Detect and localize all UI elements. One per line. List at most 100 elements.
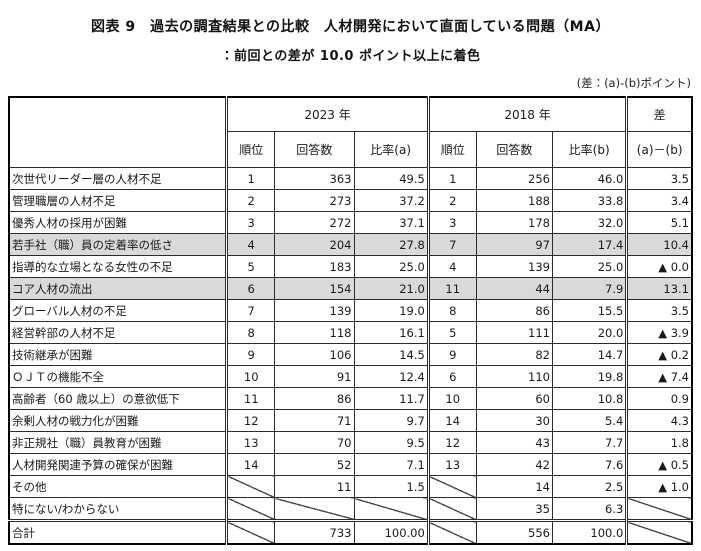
rank-2018-cell: 12: [426, 431, 477, 454]
count-2023-cell: 52: [274, 453, 355, 476]
diff-cell: ▲ 0.0: [625, 255, 693, 278]
count-2023-cell: 272: [274, 211, 355, 234]
count-2018-cell: 86: [475, 299, 553, 322]
rate-b-cell: 7.9: [551, 277, 628, 300]
rank-2023-cell-empty-diagonal: [225, 475, 276, 498]
diff-cell-empty-diagonal: [625, 497, 693, 521]
rank-2018-cell: 6: [426, 365, 477, 388]
rank-2023-cell-empty-diagonal: [225, 497, 276, 521]
rank-2018-cell: 7: [426, 233, 477, 256]
rank-2023-cell: 14: [225, 453, 276, 476]
row-label: その他: [8, 475, 228, 498]
row-label: 次世代リーダー層の人材不足: [8, 167, 228, 190]
rate-b-cell: 25.0: [551, 255, 628, 278]
year-2018-header: 2018 年: [426, 96, 628, 132]
count-2018-cell: 178: [475, 211, 553, 234]
rank-2018-cell: 13: [426, 453, 477, 476]
table-row: 技術継承が困難 9 106 14.5 9 82 14.7 ▲ 0.2: [8, 343, 693, 366]
rank-2023-cell: 9: [225, 343, 276, 366]
rate-b-cell: 100.0: [551, 519, 628, 545]
total-row: 合計 733 100.00 556 100.0: [8, 519, 693, 545]
table-row: 若手社（職）員の定着率の低さ 4 204 27.8 7 97 17.4 10.4: [8, 233, 693, 256]
rate-a-cell: 9.7: [353, 409, 429, 432]
row-label: 人材開発関連予算の確保が困難: [8, 453, 228, 476]
count-2018-cell: 82: [475, 343, 553, 366]
table-row: グローバル人材の不足 7 139 19.0 8 86 15.5 3.5: [8, 299, 693, 322]
rate-a-cell: 14.5: [353, 343, 429, 366]
diff-cell: ▲ 0.5: [625, 453, 693, 476]
rank-2023-cell: 7: [225, 299, 276, 322]
diff-formula-header: (a)－(b): [625, 131, 693, 168]
row-label: 高齢者（60 歳以上）の意欲低下: [8, 387, 228, 410]
row-label: 管理職層の人材不足: [8, 189, 228, 212]
diff-cell: ▲ 7.4: [625, 365, 693, 388]
rate-b-cell: 19.8: [551, 365, 628, 388]
table-row: 指導的な立場となる女性の不足 5 183 25.0 4 139 25.0 ▲ 0.0: [8, 255, 693, 278]
rank-2018-cell: 4: [426, 255, 477, 278]
rate-b-cell: 17.4: [551, 233, 628, 256]
figure-title: 図表 9 過去の調査結果との比較 人材開発において直面している問題（MA）: [91, 19, 610, 35]
diff-cell: 0.9: [625, 387, 693, 410]
rank-2018-cell: 5: [426, 321, 477, 344]
row-label: 指導的な立場となる女性の不足: [8, 255, 228, 278]
rate-a-cell: 11.7: [353, 387, 429, 410]
year-2023-header: 2023 年: [225, 96, 429, 132]
count-2023-cell: 183: [274, 255, 355, 278]
rate-a-cell: 16.1: [353, 321, 429, 344]
row-label: 技術継承が困難: [8, 343, 228, 366]
rank-2023-cell: 6: [225, 277, 276, 300]
count-2018-cell: 256: [475, 167, 553, 190]
diff-cell: ▲ 1.0: [625, 475, 693, 498]
row-label: 優秀人材の採用が困難: [8, 211, 228, 234]
table-body: 次世代リーダー層の人材不足 1 363 49.5 1 256 46.0 3.5 管理職層の人材不…: [8, 167, 693, 545]
diff-cell-empty-diagonal: [625, 519, 693, 545]
count-2023-cell: 70: [274, 431, 355, 454]
diff-cell: ▲ 3.9: [625, 321, 693, 344]
table-row: 人材開発関連予算の確保が困難 14 52 7.1 13 42 7.6 ▲ 0.5: [8, 453, 693, 476]
rank-2018-cell: 3: [426, 211, 477, 234]
count-2023-cell: 139: [274, 299, 355, 322]
figure-subtitle: ：前回との差が 10.0 ポイント以上に着色: [220, 49, 481, 64]
rate-b-cell: 6.3: [551, 497, 628, 521]
rank-2023-cell: 4: [225, 233, 276, 256]
rate-b-cell: 15.5: [551, 299, 628, 322]
item-column-header: [8, 96, 228, 168]
rank-2018-cell-empty-diagonal: [426, 519, 477, 545]
table-row: 経営幹部の人材不足 8 118 16.1 5 111 20.0 ▲ 3.9: [8, 321, 693, 344]
count-2018-cell: 14: [475, 475, 553, 498]
comparison-table: 2023 年 2018 年 差 順位 回答数 比率(a) 順位 回答数 比率(b…: [8, 96, 693, 545]
rank-2018-cell: 8: [426, 299, 477, 322]
count-2018-cell: 139: [475, 255, 553, 278]
rank-2023-header: 順位: [225, 131, 276, 168]
count-2018-cell: 110: [475, 365, 553, 388]
rank-2018-cell: 14: [426, 409, 477, 432]
rate-a-cell: 1.5: [353, 475, 429, 498]
rank-2023-cell: 13: [225, 431, 276, 454]
row-label: 若手社（職）員の定着率の低さ: [8, 233, 228, 256]
table-row: ＯＪＴの機能不全 10 91 12.4 6 110 19.8 ▲ 7.4: [8, 365, 693, 388]
rate-a-cell: 100.00: [353, 519, 429, 545]
rate-a-cell: 37.1: [353, 211, 429, 234]
count-2023-cell: 11: [274, 475, 355, 498]
diff-cell: 5.1: [625, 211, 693, 234]
row-label: 経営幹部の人材不足: [8, 321, 228, 344]
row-label: 余剰人材の戦力化が困難: [8, 409, 228, 432]
diff-cell: 10.4: [625, 233, 693, 256]
rate-b-cell: 33.8: [551, 189, 628, 212]
count-2023-cell: 733: [274, 519, 355, 545]
rank-2023-cell: 10: [225, 365, 276, 388]
count-2018-cell: 60: [475, 387, 553, 410]
rate-a-cell: 9.5: [353, 431, 429, 454]
diff-cell: ▲ 0.2: [625, 343, 693, 366]
rank-2023-cell: 11: [225, 387, 276, 410]
rank-2023-cell: 1: [225, 167, 276, 190]
rank-2018-header: 順位: [426, 131, 477, 168]
count-2023-cell: 71: [274, 409, 355, 432]
diff-cell: 4.3: [625, 409, 693, 432]
rate-b-cell: 7.7: [551, 431, 628, 454]
rate-b-cell: 20.0: [551, 321, 628, 344]
count-2023-header: 回答数: [274, 131, 355, 168]
count-2023-cell-empty-diagonal: [274, 497, 355, 521]
table-row: 特にない/わからない 35 6.3: [8, 497, 693, 521]
